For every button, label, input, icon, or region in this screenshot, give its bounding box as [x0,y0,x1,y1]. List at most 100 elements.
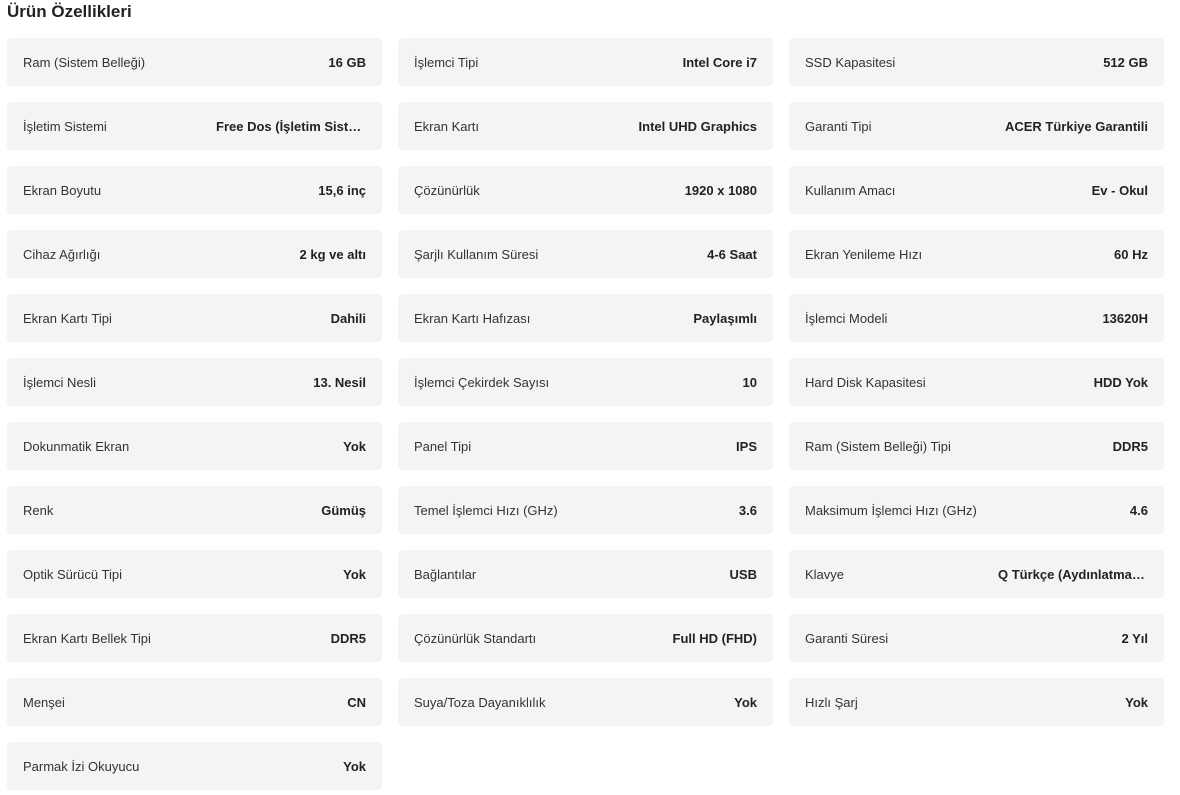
spec-item: Parmak İzi Okuyucu Yok [7,742,382,790]
spec-item: Bağlantılar USB [398,550,773,598]
spec-label: İşlemci Modeli [805,310,888,326]
spec-value: Q Türkçe (Aydınlatmasız) [998,566,1148,582]
spec-label: Ram (Sistem Belleği) [23,54,146,70]
spec-label: Dokunmatik Ekran [23,438,130,454]
spec-item: Garanti Tipi ACER Türkiye Garantili [789,102,1164,150]
spec-value: 2 kg ve altı [299,246,366,262]
spec-item: Klavye Q Türkçe (Aydınlatmasız) [789,550,1164,598]
spec-item: İşletim Sistemi Free Dos (İşletim Sistemi… [7,102,382,150]
spec-label: Hard Disk Kapasitesi [805,374,926,390]
spec-label: Ekran Kartı Bellek Tipi [23,630,151,646]
spec-item: Hızlı Şarj Yok [789,678,1164,726]
spec-label: Optik Sürücü Tipi [23,566,122,582]
spec-item: Ekran Kartı Tipi Dahili [7,294,382,342]
spec-item: Ram (Sistem Belleği) 16 GB [7,38,382,86]
spec-item: Ram (Sistem Belleği) Tipi DDR5 [789,422,1164,470]
spec-item: Hard Disk Kapasitesi HDD Yok [789,358,1164,406]
spec-item: Renk Gümüş [7,486,382,534]
spec-value: Dahili [330,310,366,326]
spec-label: İşletim Sistemi [23,118,107,134]
spec-label: Kullanım Amacı [805,182,896,198]
spec-label: Ekran Boyutu [23,182,102,198]
spec-value: Yok [343,438,366,454]
spec-label: Ekran Yenileme Hızı [805,246,923,262]
spec-label: Garanti Süresi [805,630,889,646]
spec-label: SSD Kapasitesi [805,54,896,70]
spec-label: Çözünürlük Standartı [414,630,537,646]
spec-item: Ekran Kartı Hafızası Paylaşımlı [398,294,773,342]
spec-label: Suya/Toza Dayanıklılık [414,694,546,710]
spec-label: Ekran Kartı [414,118,480,134]
spec-item: İşlemci Modeli 13620H [789,294,1164,342]
spec-value: CN [347,694,366,710]
spec-value: Full HD (FHD) [672,630,757,646]
spec-grid: Ram (Sistem Belleği) 16 GB İşlemci Tipi Int… [7,38,1164,790]
spec-label: İşlemci Tipi [414,54,479,70]
spec-item: Çözünürlük 1920 x 1080 [398,166,773,214]
spec-label: Temel İşlemci Hızı (GHz) [414,502,558,518]
spec-value: Intel Core i7 [682,54,757,70]
spec-value: IPS [736,438,757,454]
spec-item: Ekran Boyutu 15,6 inç [7,166,382,214]
spec-label: Panel Tipi [414,438,472,454]
spec-value: 16 GB [328,54,366,70]
spec-value: Yok [343,758,366,774]
spec-value: 13620H [1102,310,1148,326]
spec-item: İşlemci Nesli 13. Nesil [7,358,382,406]
spec-item: Ekran Kartı Intel UHD Graphics [398,102,773,150]
spec-value: DDR5 [330,630,366,646]
spec-label: Ram (Sistem Belleği) Tipi [805,438,951,454]
spec-label: Parmak İzi Okuyucu [23,758,140,774]
spec-label: Ekran Kartı Hafızası [414,310,531,326]
spec-item: İşlemci Tipi Intel Core i7 [398,38,773,86]
spec-item: Ekran Kartı Bellek Tipi DDR5 [7,614,382,662]
spec-value: ACER Türkiye Garantili [1004,118,1148,134]
spec-item: Cihaz Ağırlığı 2 kg ve altı [7,230,382,278]
spec-value: Ev - Okul [1091,182,1148,198]
spec-item: İşlemci Çekirdek Sayısı 10 [398,358,773,406]
spec-value: 4.6 [1129,502,1148,518]
spec-value: 60 Hz [1114,246,1148,262]
spec-value: 15,6 inç [318,182,366,198]
spec-value: 10 [742,374,757,390]
spec-item: Panel Tipi IPS [398,422,773,470]
spec-value: Yok [734,694,757,710]
spec-item: Şarjlı Kullanım Süresi 4-6 Saat [398,230,773,278]
spec-item: Maksimum İşlemci Hızı (GHz) 4.6 [789,486,1164,534]
spec-label: İşlemci Nesli [23,374,96,390]
spec-label: Şarjlı Kullanım Süresi [414,246,539,262]
spec-value: Paylaşımlı [693,310,757,326]
spec-label: Bağlantılar [414,566,477,582]
spec-value: Free Dos (İşletim Sistemi Yok) [216,118,366,134]
spec-item: Ekran Yenileme Hızı 60 Hz [789,230,1164,278]
spec-value: USB [729,566,757,582]
spec-label: Maksimum İşlemci Hızı (GHz) [805,502,977,518]
spec-value: Intel UHD Graphics [638,118,757,134]
spec-label: Çözünürlük [414,182,480,198]
spec-item: Çözünürlük Standartı Full HD (FHD) [398,614,773,662]
spec-value: 13. Nesil [313,374,366,390]
spec-label: Menşei [23,694,65,710]
spec-value: Yok [1125,694,1148,710]
spec-label: Ekran Kartı Tipi [23,310,112,326]
spec-label: İşlemci Çekirdek Sayısı [414,374,550,390]
spec-item: SSD Kapasitesi 512 GB [789,38,1164,86]
spec-label: Renk [23,502,54,518]
spec-value: 1920 x 1080 [684,182,757,198]
spec-label: Hızlı Şarj [805,694,858,710]
spec-item: Suya/Toza Dayanıklılık Yok [398,678,773,726]
spec-value: HDD Yok [1093,374,1148,390]
spec-item: Dokunmatik Ekran Yok [7,422,382,470]
spec-value: Gümüş [321,502,366,518]
spec-value: Yok [343,566,366,582]
spec-label: Garanti Tipi [805,118,872,134]
spec-label: Cihaz Ağırlığı [23,246,101,262]
spec-item: Menşei CN [7,678,382,726]
spec-value: 512 GB [1103,54,1148,70]
spec-label: Klavye [805,566,845,582]
spec-value: 3.6 [738,502,757,518]
spec-value: 2 Yıl [1121,630,1148,646]
spec-value: DDR5 [1112,438,1148,454]
section-title: Ürün Özellikleri [7,2,132,21]
spec-item: Optik Sürücü Tipi Yok [7,550,382,598]
